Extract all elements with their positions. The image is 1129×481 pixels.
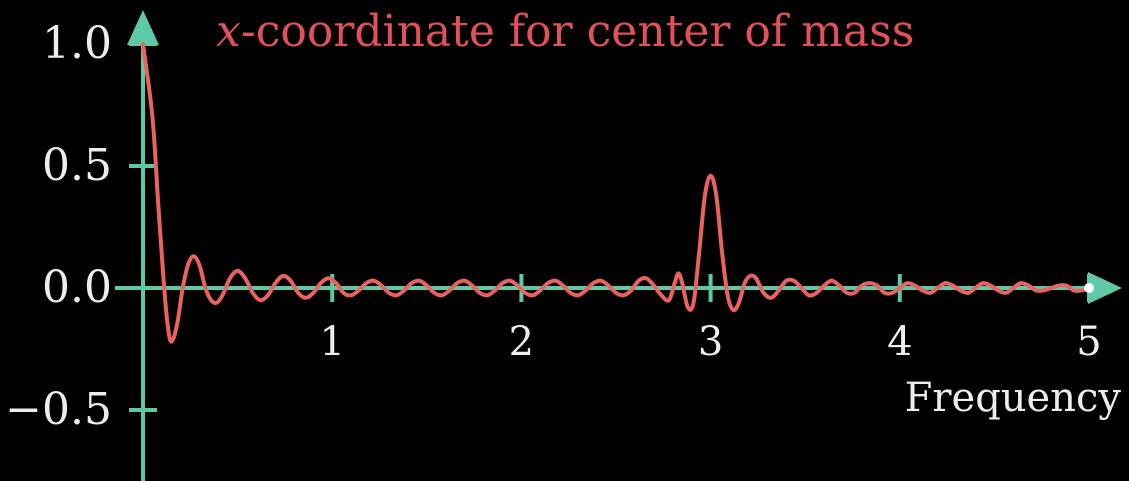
y-tick-label: −0.5 bbox=[5, 384, 112, 435]
x-axis-label: Frequency bbox=[905, 375, 1122, 421]
curve-layer bbox=[141, 42, 1094, 344]
labels: x-coordinate for center of mass Frequenc… bbox=[5, 6, 1121, 435]
y-tick-label: 0.5 bbox=[42, 140, 112, 191]
title-variable: x bbox=[216, 6, 241, 57]
x-tick-label: 5 bbox=[1076, 319, 1101, 365]
x-tick-label: 3 bbox=[698, 319, 723, 365]
series-end-point bbox=[1084, 283, 1094, 293]
y-tick-label: 0.0 bbox=[42, 262, 112, 313]
x-tick-label: 4 bbox=[887, 319, 912, 365]
x-tick-label: 1 bbox=[319, 319, 344, 365]
chart-title: x-coordinate for center of mass bbox=[216, 6, 914, 57]
y-axis-arrow bbox=[127, 10, 159, 45]
title-text: -coordinate for center of mass bbox=[241, 6, 914, 57]
series-line bbox=[141, 42, 1091, 344]
x-tick-label: 2 bbox=[509, 319, 534, 365]
axes bbox=[115, 10, 1122, 481]
x-axis-arrow bbox=[1088, 272, 1122, 304]
y-tick-label: 1.0 bbox=[42, 18, 112, 69]
